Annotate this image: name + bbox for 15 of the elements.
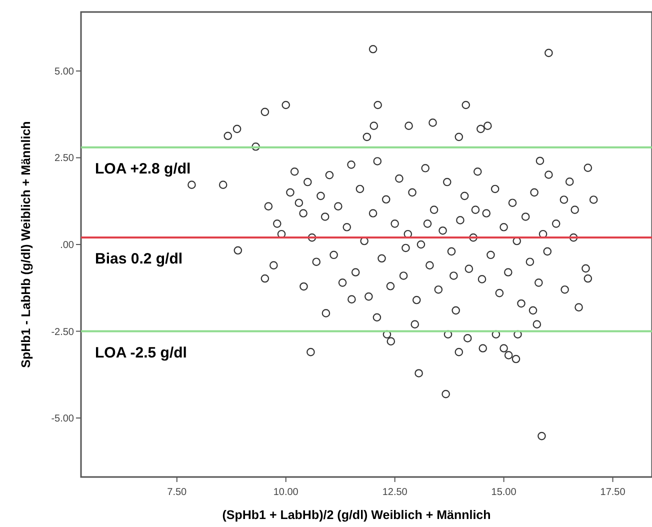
x-tick-label: 15.00 [491, 487, 517, 498]
x-tick-label: 12.50 [382, 487, 408, 498]
y-tick-label: 5.00 [54, 66, 74, 78]
y-axis-title: SpHb1 - LabHb (g/dl) Weiblich + Männlich [19, 121, 33, 368]
x-tick-label: 10.00 [273, 487, 299, 498]
y-tick-label: -5.00 [51, 414, 74, 425]
ref-line-label: Bias 0.2 g/dl [95, 250, 183, 268]
y-tick-label: .00 [60, 240, 74, 251]
ref-line-label: LOA +2.8 g/dl [95, 160, 191, 178]
x-axis-title: (SpHb1 + LabHb)/2 (g/dl) Weiblich + Männlich [222, 508, 491, 522]
y-tick-label: -2.50 [51, 326, 74, 338]
y-tick-label: 2.50 [54, 153, 74, 164]
x-tick-label: 7.50 [167, 487, 188, 498]
ref-line-label: LOA -2.5 g/dl [95, 344, 187, 362]
x-tick-label: 17.50 [600, 487, 626, 498]
